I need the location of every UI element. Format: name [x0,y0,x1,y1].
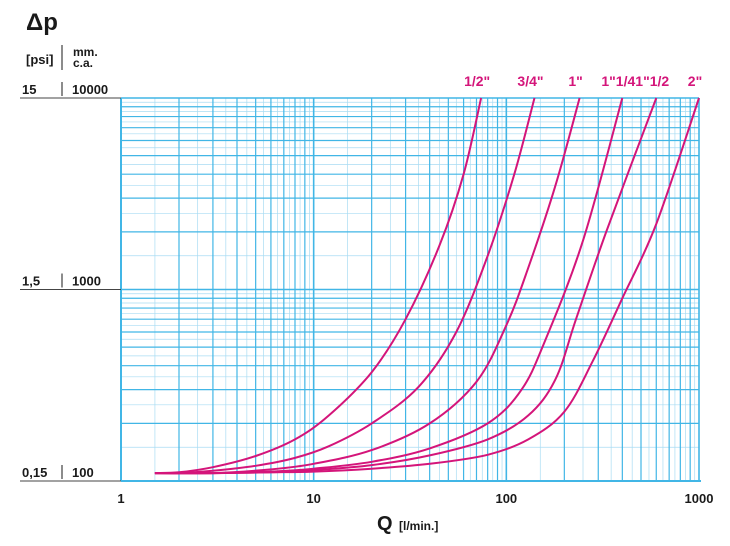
x-tick-labels: 1 10 100 1000 [117,491,713,506]
x-tick-label: 10 [306,491,320,506]
psi-unit-label: [psi] [26,52,53,67]
x-axis-unit: [l/min.] [399,519,438,533]
y-tick-label-psi: 15 [22,82,36,97]
series-line [154,97,700,475]
mm-unit-label-line2: c.a. [73,56,93,70]
series-line [154,97,581,475]
y-tick-label-mm: 10000 [72,82,108,97]
series-group [154,97,700,475]
mm-unit-label-line1: mm. [73,45,98,59]
series-line [154,97,483,475]
series-label: 1/2" [464,73,490,89]
y-tick-label-psi: 0,15 [22,465,47,480]
series-label: 2" [688,73,702,89]
series-line [154,97,536,475]
series-labels: 1/2" 3/4" 1" 1"1/4 1"1/2 2" [464,73,702,89]
chart-title: Δp [26,9,58,36]
major-grid [120,97,700,482]
series-label: 3/4" [517,73,543,89]
x-tick-label: 100 [495,491,517,506]
x-tick-label: 1000 [685,491,714,506]
y-tick-label-psi: 1,5 [22,274,40,289]
y-tick-label-mm: 1000 [72,274,101,289]
y-tick-label-mm: 100 [72,465,94,480]
series-line [154,97,624,475]
x-tick-label: 1 [117,491,124,506]
series-label: 1"1/2 [635,73,669,89]
series-label: 1" [568,73,582,89]
series-label: 1"1/4 [601,73,635,89]
y-tick-labels: 0,15 100 1,5 1000 15 10000 [20,82,121,482]
x-axis-label: Q [377,513,393,535]
